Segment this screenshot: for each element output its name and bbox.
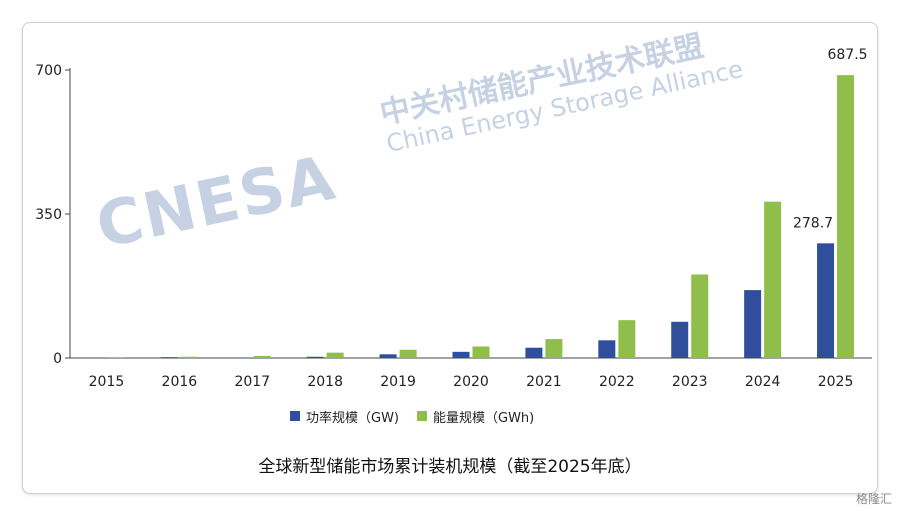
x-tick-label: 2019: [380, 374, 416, 390]
legend-swatch-power: [290, 411, 300, 421]
bar-power: [744, 290, 762, 358]
x-tick-label: 2021: [526, 374, 562, 390]
chart-labels: 2015 2016 2017 2018 2019 2020 2021 2022 2023 2024…: [89, 47, 868, 390]
bar-energy: [764, 201, 782, 358]
bar-power: [817, 243, 835, 358]
bar-energy: [472, 346, 490, 358]
legend-label-power: 功率规模（GW): [306, 410, 399, 426]
x-tick-label: 2020: [453, 374, 489, 390]
bar-power: [306, 356, 324, 358]
bar-energy: [180, 356, 198, 358]
bar-energy: [107, 357, 125, 358]
bar-energy: [691, 274, 709, 358]
legend-label-energy: 能量规模（GWh): [433, 410, 535, 426]
bar-power: [525, 347, 543, 358]
bar-energy: [326, 352, 344, 358]
y-tick-label: 0: [53, 351, 62, 367]
bar-energy: [253, 355, 271, 358]
legend-swatch-energy: [417, 411, 427, 421]
x-tick-label: 2017: [234, 374, 270, 390]
y-tick-label: 700: [35, 63, 62, 79]
bar-energy: [545, 339, 563, 358]
chart-legend: 功率规模（GW) 能量规模（GWh): [290, 405, 690, 427]
bar-power: [598, 340, 616, 358]
x-tick-label: 2023: [672, 374, 708, 390]
bar-energy: [618, 320, 636, 358]
bar-power: [379, 354, 397, 358]
data-label: 278.7: [793, 215, 833, 231]
chart-title: 全球新型储能市场累计装机规模（截至2025年底）: [258, 457, 642, 477]
chart-bars: [87, 75, 855, 359]
bar-power: [87, 357, 105, 359]
data-label: 687.5: [827, 47, 867, 63]
x-tick-label: 2024: [745, 374, 781, 390]
x-tick-label: 2018: [307, 374, 343, 390]
legend-item-energy: 能量规模（GWh): [417, 407, 534, 426]
x-tick-label: 2015: [89, 374, 125, 390]
corner-mark: 格隆汇: [855, 492, 892, 506]
bar-power: [452, 351, 470, 358]
chart-axes: 0 350 700: [35, 63, 872, 367]
chart-frame: [22, 22, 878, 494]
y-tick-label: 350: [35, 207, 62, 223]
bar-power: [233, 357, 251, 359]
x-tick-label: 2016: [162, 374, 198, 390]
bar-energy: [837, 75, 855, 359]
bar-power: [671, 321, 689, 358]
bar-energy: [399, 349, 417, 358]
legend-item-power: 功率规模（GW): [290, 407, 399, 426]
x-tick-label: 2022: [599, 374, 635, 390]
bar-power: [160, 357, 178, 358]
x-tick-label: 2025: [818, 374, 854, 390]
